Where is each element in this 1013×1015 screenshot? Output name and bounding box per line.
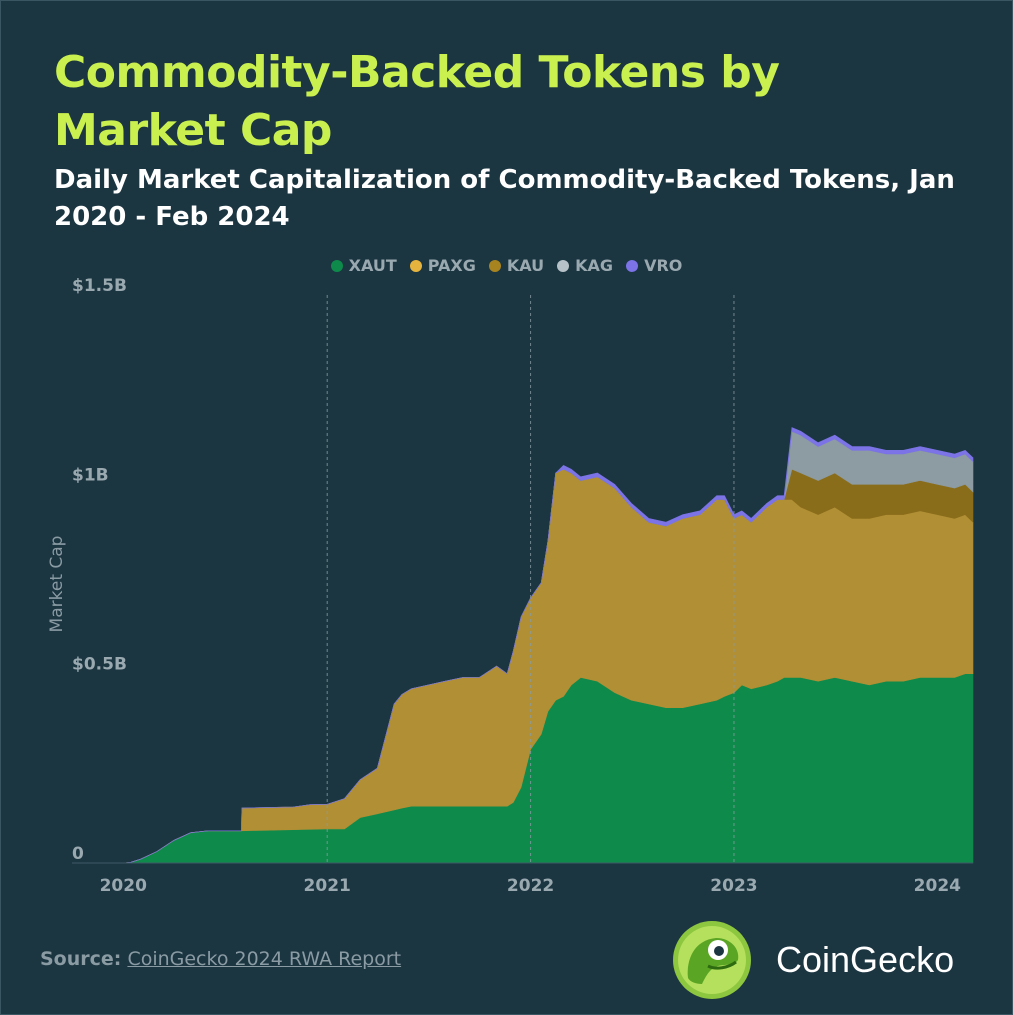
x-tick-label-2020: 2020 [100,876,147,896]
legend-item-kau[interactable]: KAU [488,256,545,275]
y-tick-label: $1.5B [72,276,127,296]
brand-name: CoinGecko [776,939,955,980]
x-tick-label-2022: 2022 [507,876,554,896]
y-tick-label: 0 [72,844,84,864]
legend-dot-kag [557,259,570,272]
source-link[interactable]: CoinGecko 2024 RWA Report [127,948,402,970]
x-tick-label-2024: 2024 [914,876,961,896]
legend-item-vro[interactable]: VRO [626,256,682,275]
legend-label-xaut: XAUT [348,256,397,275]
source-label: Source: [40,948,122,970]
legend-dot-xaut [330,259,343,272]
legend-dot-vro [626,259,639,272]
area-vro [72,427,974,864]
legend-item-kag[interactable]: KAG [557,256,613,275]
source-note: Source: CoinGecko 2024 RWA Report [40,948,401,970]
legend-label-kau: KAU [506,256,545,275]
legend-item-xaut[interactable]: XAUT [330,256,397,275]
chart-title: Commodity-Backed Tokens by Market Cap [54,47,780,156]
coingecko-logo-icon [673,921,751,999]
legend-label-vro: VRO [644,256,683,275]
legend-dot-paxg [409,259,422,272]
x-tick-label-2023: 2023 [710,876,757,896]
brand: CoinGecko [672,920,954,1000]
legend: XAUT PAXG KAU KAG VRO [0,256,1013,275]
legend-label-paxg: PAXG [427,256,476,275]
x-tick-label-2021: 2021 [304,876,351,896]
y-axis-title: Market Cap [47,536,67,633]
legend-dot-kau [488,259,501,272]
y-tick-label: $0.5B [72,655,127,675]
chart-subtitle: Daily Market Capitalization of Commodity… [54,165,955,232]
legend-item-paxg[interactable]: PAXG [409,256,476,275]
legend-label-kag: KAG [575,256,614,275]
y-tick-label: $1B [72,465,109,485]
